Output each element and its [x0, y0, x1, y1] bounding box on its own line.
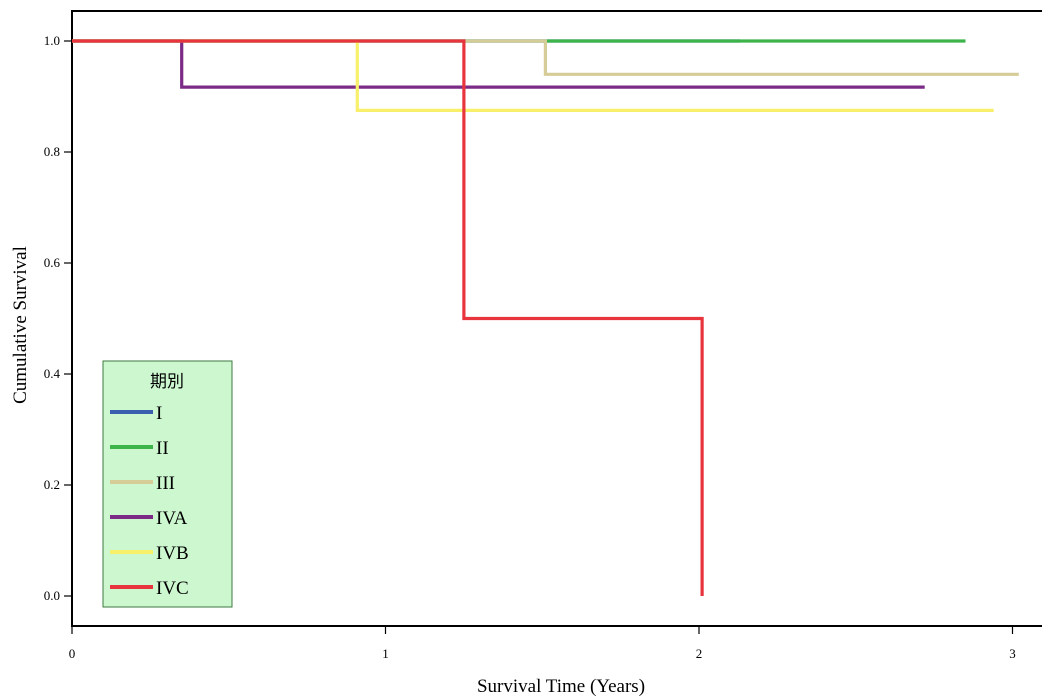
y-tick-label: 0.2	[44, 477, 60, 492]
legend-label: III	[156, 473, 175, 494]
y-axis-title: Cumulative Survival	[10, 246, 31, 404]
legend-item-ivb: IVB	[110, 543, 189, 564]
legend-label: IVC	[156, 578, 189, 599]
legend-item-iva: IVA	[110, 508, 188, 529]
x-tick-label: 0	[69, 646, 76, 661]
legend-item-ii: II	[110, 438, 169, 459]
series-line-ivc	[72, 39, 704, 596]
x-axis-title: Survival Time (Years)	[477, 676, 645, 697]
legend-label: IVB	[156, 543, 189, 564]
y-tick-label: 1.0	[44, 33, 60, 48]
legend-item-iii: III	[110, 473, 175, 494]
legend-item-i: I	[110, 403, 162, 424]
x-tick-label: 3	[1009, 646, 1016, 661]
legend-item-ivc: IVC	[110, 578, 189, 599]
legend-title: 期別	[150, 372, 184, 392]
legend-label: I	[156, 403, 162, 424]
plot-area	[71, 10, 1042, 627]
legend-label: II	[156, 438, 169, 459]
series-line-iii	[72, 39, 1019, 76]
y-tick-label: 0.0	[44, 588, 60, 603]
plot-border	[71, 10, 1042, 627]
y-tick-label: 0.8	[44, 144, 60, 159]
x-tick-label: 2	[696, 646, 703, 661]
series-layer	[72, 39, 1019, 596]
y-tick-label: 0.4	[44, 366, 61, 381]
series-line-iva	[72, 39, 925, 89]
y-tick-label: 0.6	[44, 255, 61, 270]
x-tick-label: 1	[382, 646, 389, 661]
axes: 0 1 2 3 0.0 0.2 0.4 0.6 0.8 1.0	[44, 33, 1016, 661]
legend-label: IVA	[156, 508, 188, 529]
